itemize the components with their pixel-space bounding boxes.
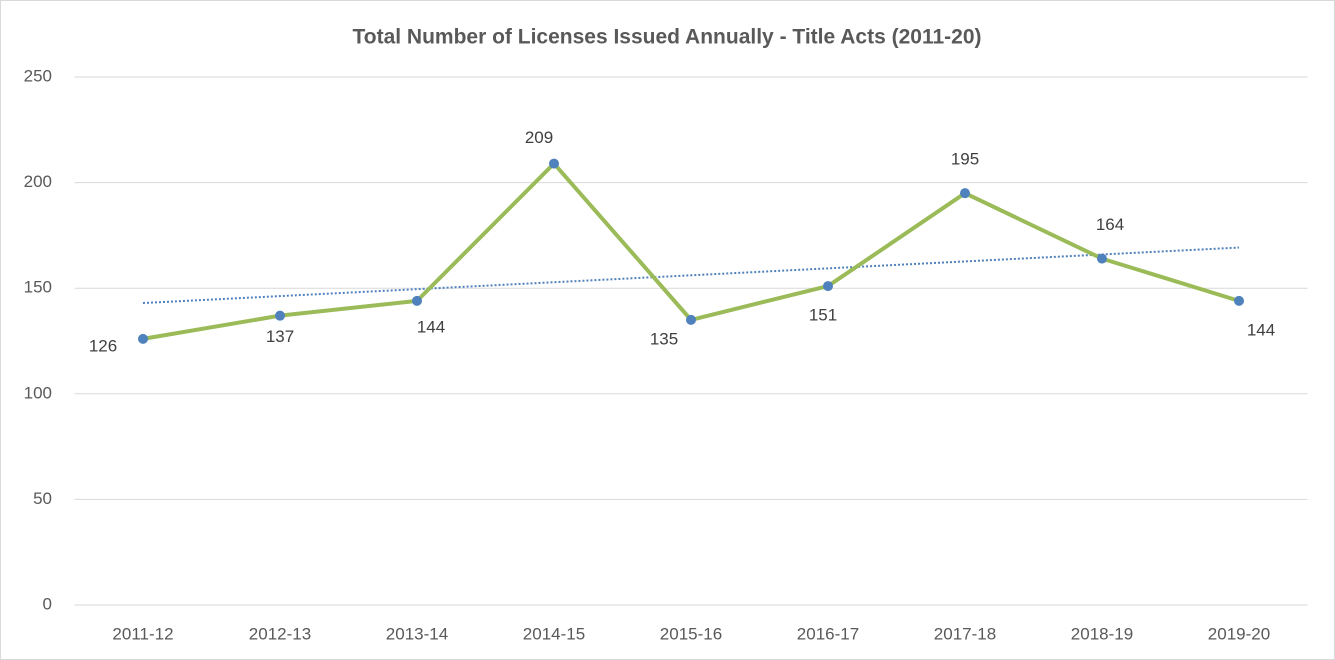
data-point — [686, 314, 696, 325]
y-tick-label: 250 — [24, 66, 52, 85]
x-tick-label: 2016-17 — [797, 624, 859, 643]
data-point — [412, 295, 422, 306]
data-label: 144 — [417, 317, 445, 336]
data-point — [1097, 253, 1107, 264]
data-label: 126 — [89, 336, 117, 355]
y-tick-label: 100 — [24, 383, 52, 402]
data-point — [275, 310, 285, 321]
x-tick-label: 2018-19 — [1071, 624, 1133, 643]
y-tick-label: 50 — [33, 489, 52, 508]
data-point — [1234, 295, 1244, 306]
y-tick-label: 0 — [43, 594, 52, 613]
x-tick-label: 2015-16 — [660, 624, 722, 643]
data-point — [823, 281, 833, 292]
data-label: 151 — [809, 306, 837, 325]
data-point — [960, 188, 970, 199]
data-label: 135 — [650, 329, 678, 348]
data-point — [549, 158, 559, 169]
data-label: 209 — [525, 128, 553, 147]
x-tick-label: 2013-14 — [386, 624, 448, 643]
y-tick-label: 200 — [24, 172, 52, 191]
data-label: 137 — [266, 327, 294, 346]
data-label: 144 — [1247, 320, 1275, 339]
x-tick-label: 2014-15 — [523, 624, 585, 643]
x-tick-label: 2017-18 — [934, 624, 996, 643]
x-tick-label: 2019-20 — [1208, 624, 1270, 643]
data-point — [138, 333, 148, 344]
y-tick-label: 150 — [24, 278, 52, 297]
x-tick-label: 2012-13 — [249, 624, 311, 643]
data-label: 164 — [1096, 215, 1124, 234]
data-label: 195 — [951, 150, 979, 169]
x-tick-label: 2011-12 — [112, 624, 173, 643]
chart-title: Total Number of Licenses Issued Annually… — [352, 26, 981, 49]
trendline — [142, 246, 1240, 305]
